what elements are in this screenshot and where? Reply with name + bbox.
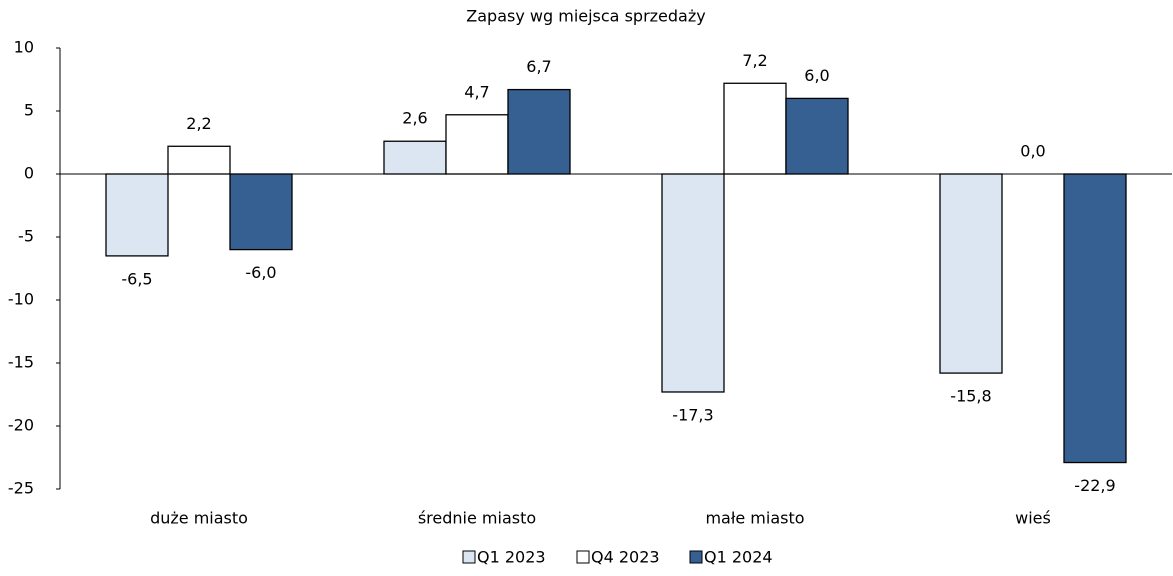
legend-swatch [689,550,703,564]
bar [1063,173,1127,464]
data-label: -17,3 [672,405,713,424]
y-tick-label: -10 [8,290,34,309]
x-tick-label: małe miasto [705,509,804,528]
data-label: 0,0 [1020,142,1045,161]
y-tick-label: -25 [8,479,34,498]
y-tick-label: 0 [24,164,34,183]
legend-label: Q1 2023 [477,548,546,567]
data-label: 7,2 [742,51,767,70]
bar [229,173,293,251]
data-label: -15,8 [950,387,991,406]
data-label: 6,7 [526,57,551,76]
data-label: 2,6 [402,109,427,128]
data-label: 4,7 [464,82,489,101]
legend-swatch [576,550,590,564]
y-tick-label: 5 [24,101,34,120]
bar [507,88,571,175]
x-tick-label: średnie miasto [418,509,536,528]
data-label: 2,2 [186,114,211,133]
legend-label: Q1 2024 [704,548,773,567]
bar [445,114,509,175]
bar [105,173,169,257]
legend-label: Q4 2023 [591,548,660,567]
bar [785,97,849,175]
bar [383,140,447,175]
x-tick-label: duże miasto [150,509,248,528]
y-tick-label: -20 [8,416,34,435]
data-label: -6,5 [121,269,152,288]
bar [939,173,1003,374]
data-label: -6,0 [245,263,276,282]
chart-title: Zapasy wg miejsca sprzedaży [466,7,705,26]
y-tick-label: -15 [8,353,34,372]
y-tick-label: -5 [18,227,34,246]
data-label: 6,0 [804,66,829,85]
bar [723,82,787,175]
data-label: -22,9 [1074,476,1115,495]
bar [661,173,725,393]
legend-swatch [462,550,476,564]
y-tick-label: 10 [14,38,34,57]
x-tick-label: wieś [1015,509,1051,528]
bar [167,145,231,175]
